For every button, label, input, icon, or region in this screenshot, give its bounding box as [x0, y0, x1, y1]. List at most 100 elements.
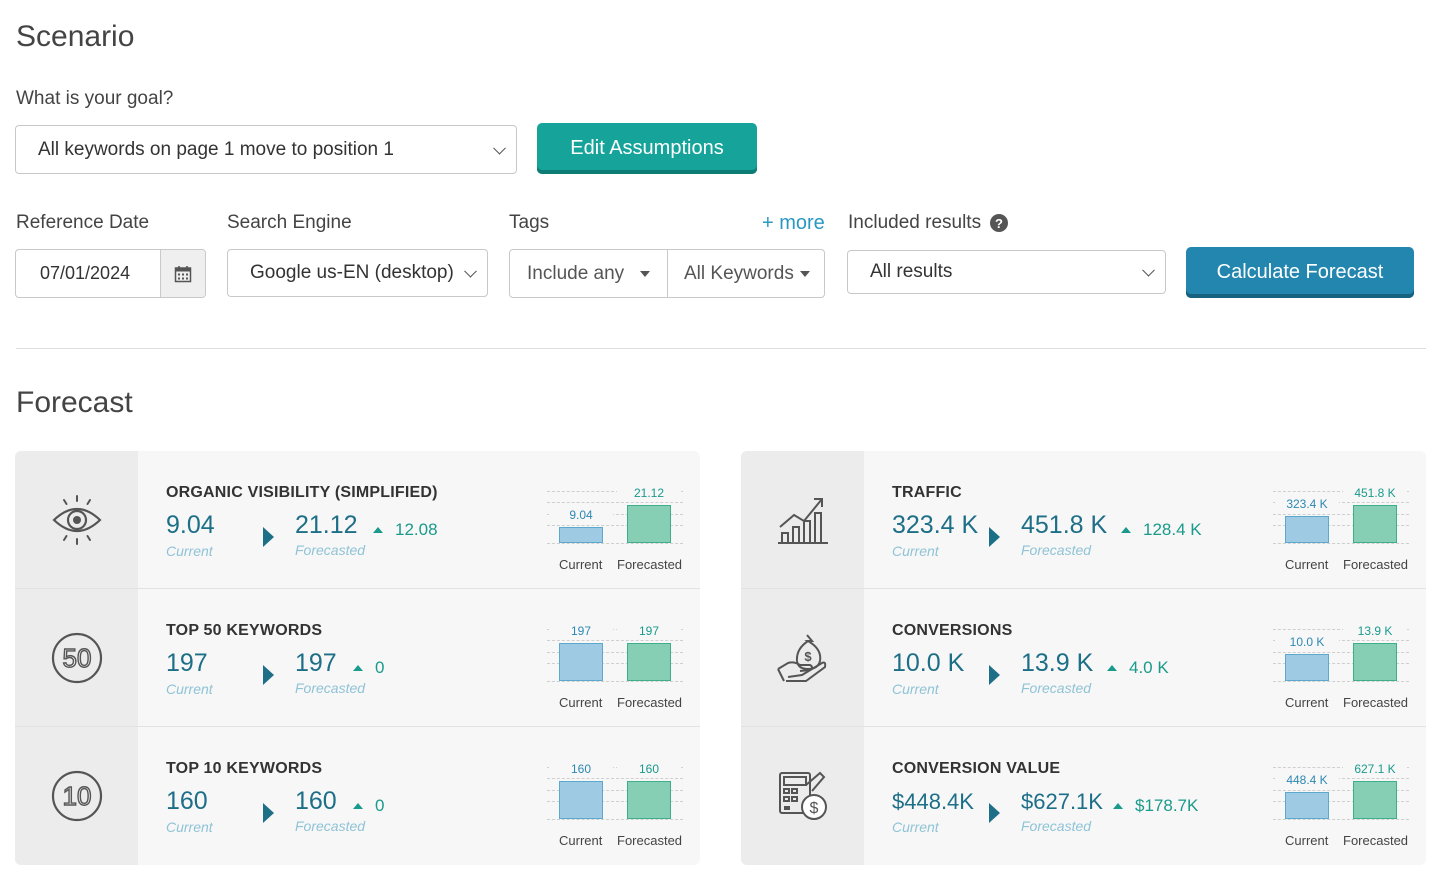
tags-label: Tags [509, 212, 550, 233]
chart-baseline [547, 543, 683, 544]
arrow-right-icon [989, 803, 1000, 823]
chart-gridline [1273, 790, 1409, 791]
tags-mode-dropdown[interactable]: Include any [510, 250, 668, 297]
goal-select-value: All keywords on page 1 move to position … [38, 138, 394, 160]
edit-assumptions-button[interactable]: Edit Assumptions [537, 123, 757, 174]
bar-current-label: 448.4 K [1275, 773, 1339, 787]
metric-delta: 128.4 K [1121, 520, 1202, 540]
metric-row-conversion-value: $ CONVERSION VALUE $448.4K Current $627.… [741, 727, 1426, 865]
included-results-value: All results [870, 261, 953, 282]
svg-text:$: $ [804, 649, 812, 664]
chart-gridline [1273, 640, 1409, 641]
chart-gridline [547, 778, 683, 779]
chart-x-label-forecasted: Forecasted [1343, 557, 1409, 572]
chart-gridline [547, 502, 683, 503]
chart-gridline [1273, 652, 1409, 653]
chart-x-label-current: Current [1285, 557, 1329, 572]
forecast-title: Forecast [16, 386, 133, 419]
calendar-icon[interactable] [160, 250, 205, 297]
more-link[interactable]: + more [762, 212, 825, 234]
chart-gridline [1273, 629, 1409, 630]
metric-current-label: Current [892, 681, 939, 697]
metric-forecasted-label: Forecasted [295, 818, 366, 834]
metric-forecasted-value: 160 [295, 787, 337, 815]
metric-current-label: Current [892, 543, 939, 559]
metric-name: CONVERSION VALUE [892, 760, 1061, 777]
bar-current-label: 323.4 K [1275, 497, 1339, 511]
metric-forecasted-value: 197 [295, 649, 337, 677]
mini-bar-chart: 448.4 K 627.1 K [1273, 755, 1409, 820]
chart-gridline [547, 790, 683, 791]
forecast-panel-right: TRAFFIC 323.4 K Current 451.8 K Forecast… [741, 451, 1426, 865]
metric-forecasted-value: 13.9 K [1021, 649, 1094, 677]
triangle-up-icon [1113, 803, 1123, 809]
chevron-down-icon [1142, 263, 1155, 277]
metric-delta: 12.08 [373, 520, 438, 540]
metric-row-top-10-keywords: 10 TOP 10 KEYWORDS 160 Current 160 Forec… [15, 727, 700, 865]
chart-gridline [547, 652, 683, 653]
chart-x-label-forecasted: Forecasted [617, 833, 683, 848]
metric-current-value: $448.4K [892, 789, 974, 814]
tags-value-dropdown[interactable]: All Keywords [668, 250, 824, 297]
chart-x-label-current: Current [1285, 695, 1329, 710]
chart-gridline [547, 640, 683, 641]
bar-forecasted [627, 505, 671, 543]
top10-icon: 10 [51, 770, 102, 822]
chart-gridline [547, 491, 683, 492]
chart-x-label-current: Current [559, 695, 603, 710]
bar-forecasted [1353, 643, 1397, 681]
svg-text:50: 50 [62, 643, 91, 673]
included-results-select[interactable]: All results [847, 250, 1166, 294]
scenario-title: Scenario [16, 20, 135, 53]
metric-current-label: Current [166, 819, 213, 835]
bar-forecasted-label: 21.12 [617, 486, 681, 500]
chart-gridline [547, 663, 683, 664]
goal-select[interactable]: All keywords on page 1 move to position … [15, 125, 517, 174]
metric-forecasted-value: 21.12 [295, 511, 358, 539]
metric-name: TOP 10 KEYWORDS [166, 760, 323, 777]
top50-icon: 50 [51, 632, 102, 683]
chart-gridline [547, 525, 683, 526]
chart-gridline [547, 767, 683, 768]
reference-date-field[interactable]: 07/01/2024 [15, 249, 206, 298]
bar-current [1285, 792, 1329, 819]
triangle-up-icon [1107, 665, 1117, 671]
mini-bar-chart: 160 160 [547, 755, 683, 820]
metric-row-organic-visibility: ORGANIC VISIBILITY (SIMPLIFIED) 9.04 Cur… [15, 451, 700, 589]
chart-gridline [1273, 778, 1409, 779]
metric-current-label: Current [166, 681, 213, 697]
chart-x-label-forecasted: Forecasted [1343, 695, 1409, 710]
bar-forecasted-label: 451.8 K [1343, 486, 1407, 500]
bar-current-label: 10.0 K [1275, 635, 1339, 649]
tags-mode-value: Include any [527, 262, 625, 284]
chart-x-label-current: Current [559, 557, 603, 572]
chart-gridline [547, 629, 683, 630]
reference-date-input[interactable]: 07/01/2024 [40, 263, 131, 283]
bar-forecasted [1353, 781, 1397, 819]
help-icon[interactable]: ? [990, 214, 1008, 232]
chart-gridline [1273, 491, 1409, 492]
chart-baseline [1273, 819, 1409, 820]
bar-current [559, 781, 603, 819]
bar-current [1285, 516, 1329, 543]
search-engine-value: Google us-EN (desktop) [250, 262, 454, 283]
chart-baseline [547, 819, 683, 820]
svg-text:$: $ [809, 800, 818, 817]
bar-forecasted-label: 197 [617, 624, 681, 638]
caret-down-icon [799, 270, 810, 277]
eye-icon [51, 494, 102, 545]
metric-row-conversions: $ CONVERSIONS 10.0 K Current 13.9 K Fore… [741, 589, 1426, 727]
search-engine-select[interactable]: Google us-EN (desktop) [227, 249, 488, 297]
metric-name: TOP 50 KEYWORDS [166, 622, 323, 639]
arrow-right-icon [263, 803, 274, 823]
bar-current [559, 643, 603, 681]
metric-current-value: 323.4 K [892, 511, 979, 539]
chart-x-label-forecasted: Forecasted [617, 557, 683, 572]
metric-forecasted-value: 451.8 K [1021, 511, 1108, 539]
metric-current-label: Current [166, 543, 213, 559]
bar-forecasted-label: 627.1 K [1343, 762, 1407, 776]
bar-current-label: 197 [549, 624, 613, 638]
chart-baseline [1273, 681, 1409, 682]
calculate-forecast-button[interactable]: Calculate Forecast [1186, 247, 1414, 298]
metric-forecasted-label: Forecasted [295, 680, 366, 696]
